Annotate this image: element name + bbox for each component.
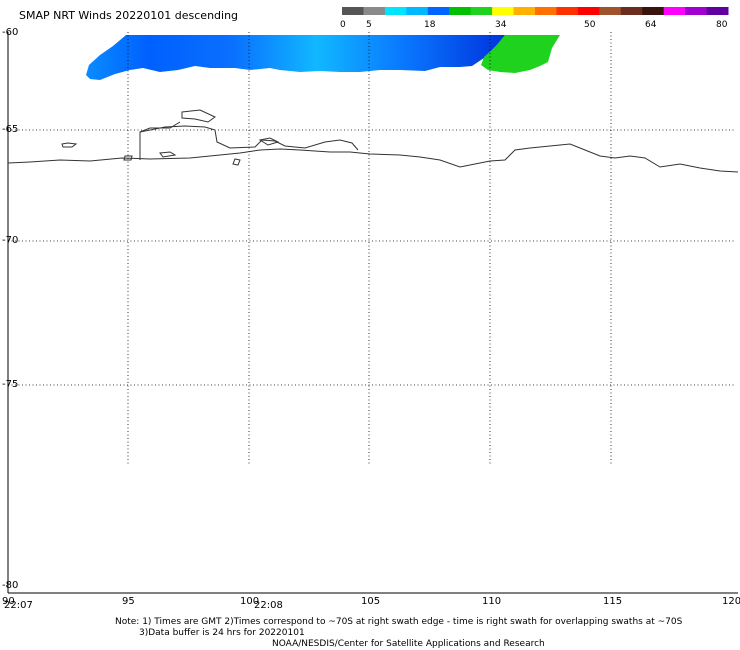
lat-label: -65 [2, 124, 19, 135]
colorbar-segment [342, 7, 364, 15]
colorbar-segment [449, 7, 472, 15]
wind-swath-green [481, 35, 560, 73]
colorbar-segment [406, 7, 429, 15]
lon-label: 90 [2, 596, 15, 607]
antarctic-coastline [7, 109, 739, 173]
lon-label: 115 [603, 596, 623, 607]
swath-time-label: 22:07 [4, 600, 33, 611]
note-line-2: 3)Data buffer is 24 hrs for 20220101 [139, 628, 305, 638]
colorbar-label: 80 [716, 20, 728, 30]
colorbar-label: 64 [645, 20, 657, 30]
colorbar-label: 34 [495, 20, 507, 30]
swath-time-label: 22:08 [254, 600, 283, 611]
credit-line: NOAA/NESDIS/Center for Satellite Applica… [272, 639, 545, 649]
colorbar-segment [470, 7, 493, 15]
graticule [8, 32, 736, 464]
colorbar-label: 18 [424, 20, 436, 30]
wind-speed-colorbar [342, 7, 729, 15]
lon-label: 100 [240, 596, 260, 607]
colorbar-segment [427, 7, 450, 15]
note-line-1: Note: 1) Times are GMT 2)Times correspon… [115, 617, 683, 627]
colorbar-segment [685, 7, 708, 15]
colorbar-label: 0 [340, 20, 346, 30]
colorbar-segment [599, 7, 622, 15]
wind-swath-blue [86, 35, 505, 80]
lon-label: 120 [722, 596, 740, 607]
colorbar-segment [556, 7, 579, 15]
lat-label: -60 [2, 27, 19, 38]
colorbar-segment [513, 7, 536, 15]
colorbar-segment [535, 7, 557, 15]
lat-label: -80 [2, 580, 19, 591]
lat-label: -75 [2, 379, 19, 390]
colorbar-segment [706, 7, 729, 15]
colorbar-segment [384, 7, 407, 15]
lat-label: -70 [2, 235, 19, 246]
lon-label: 105 [361, 596, 381, 607]
colorbar-segment [620, 7, 643, 15]
map-title: SMAP NRT Winds 20220101 descending [19, 9, 239, 22]
colorbar-segment [363, 7, 386, 15]
lon-label: 110 [482, 596, 502, 607]
colorbar-label: 5 [366, 20, 372, 30]
lon-label: 95 [122, 596, 135, 607]
colorbar-segment [663, 7, 686, 15]
colorbar-segment [492, 7, 515, 15]
colorbar-segment [642, 7, 665, 15]
colorbar-segment [577, 7, 600, 15]
colorbar-label: 50 [584, 20, 596, 30]
